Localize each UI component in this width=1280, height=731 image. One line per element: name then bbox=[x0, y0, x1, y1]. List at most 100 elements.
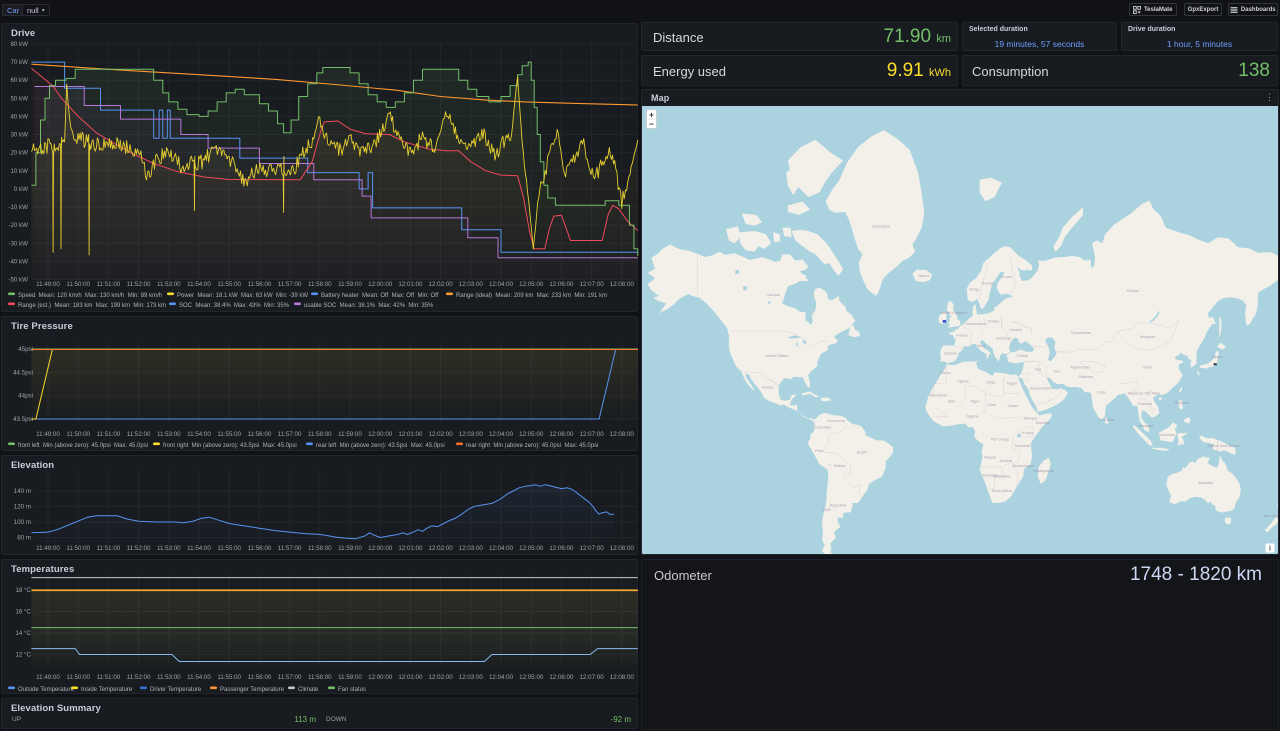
svg-text:Fan status: Fan status bbox=[338, 687, 366, 693]
svg-text:12:07:00: 12:07:00 bbox=[580, 281, 605, 288]
svg-text:80 m: 80 m bbox=[17, 535, 31, 542]
svg-text:Mauritanie: Mauritanie bbox=[929, 394, 947, 398]
svg-text:Kazakhstan: Kazakhstan bbox=[1071, 331, 1091, 335]
svg-text:80 kW: 80 kW bbox=[10, 41, 28, 48]
svg-text:front left Min (above zero):: front left Min (above zero): 45.0psi Max… bbox=[18, 443, 148, 449]
svg-text:12:04:00: 12:04:00 bbox=[489, 545, 514, 552]
svg-text:Thailand: Thailand bbox=[1138, 402, 1153, 406]
svg-text:12:08:00: 12:08:00 bbox=[610, 431, 635, 438]
svg-text:120 m: 120 m bbox=[14, 504, 31, 511]
svg-text:44.5psi: 44.5psi bbox=[13, 369, 33, 376]
svg-text:Turkiye: Turkiye bbox=[1016, 354, 1028, 358]
svg-text:Somalia: Somalia bbox=[1036, 421, 1051, 425]
svg-text:12:04:00: 12:04:00 bbox=[489, 431, 514, 438]
svg-text:12:05:00: 12:05:00 bbox=[519, 674, 544, 681]
svg-text:60 kW: 60 kW bbox=[10, 77, 28, 84]
svg-text:Canada: Canada bbox=[767, 293, 781, 297]
svg-text:11:58:00: 11:58:00 bbox=[308, 431, 332, 438]
svg-text:Algerie: Algerie bbox=[957, 379, 969, 383]
svg-text:11:52:00: 11:52:00 bbox=[127, 674, 151, 681]
svg-text:12:02:00: 12:02:00 bbox=[429, 545, 454, 552]
svg-text:11:52:00: 11:52:00 bbox=[127, 545, 151, 552]
svg-text:12:08:00: 12:08:00 bbox=[610, 281, 635, 288]
svg-text:20 kW: 20 kW bbox=[10, 150, 28, 157]
svg-text:Power Mean: 18.1 kW Max: 63: Power Mean: 18.1 kW Max: 63 kW Min: -39 … bbox=[177, 293, 308, 299]
svg-text:10 kW: 10 kW bbox=[10, 168, 28, 175]
svg-text:Mali: Mali bbox=[948, 399, 955, 403]
svg-text:11:53:00: 11:53:00 bbox=[157, 431, 181, 438]
svg-text:50 kW: 50 kW bbox=[10, 95, 28, 102]
svg-text:Madagascar: Madagascar bbox=[1033, 469, 1055, 473]
svg-text:44psi: 44psi bbox=[18, 393, 33, 400]
svg-text:12:01:00: 12:01:00 bbox=[398, 281, 423, 288]
svg-text:Nigeria: Nigeria bbox=[966, 415, 979, 419]
svg-text:11:51:00: 11:51:00 bbox=[97, 281, 121, 288]
svg-text:Pilipinas: Pilipinas bbox=[1175, 401, 1189, 405]
svg-text:11:54:00: 11:54:00 bbox=[187, 281, 211, 288]
svg-text:11:58:00: 11:58:00 bbox=[308, 545, 332, 552]
svg-text:12:02:00: 12:02:00 bbox=[429, 431, 454, 438]
svg-text:United States: United States bbox=[765, 354, 788, 358]
svg-text:12:06:00: 12:06:00 bbox=[549, 281, 574, 288]
svg-text:China: China bbox=[1143, 365, 1154, 369]
svg-text:11:51:00: 11:51:00 bbox=[97, 674, 121, 681]
svg-text:Afghanistan: Afghanistan bbox=[1070, 365, 1090, 369]
svg-text:12:00:00: 12:00:00 bbox=[368, 545, 393, 552]
svg-text:Inside Temperature: Inside Temperature bbox=[81, 687, 133, 693]
svg-text:Deutschland: Deutschland bbox=[965, 322, 986, 326]
svg-text:12:03:00: 12:03:00 bbox=[459, 431, 484, 438]
svg-text:11:53:00: 11:53:00 bbox=[157, 281, 181, 288]
svg-text:11:59:00: 11:59:00 bbox=[338, 674, 362, 681]
svg-text:Russia: Russia bbox=[1127, 289, 1139, 293]
svg-text:Mexico: Mexico bbox=[762, 386, 774, 390]
svg-text:12:05:00: 12:05:00 bbox=[519, 545, 544, 552]
svg-text:70 kW: 70 kW bbox=[10, 59, 28, 66]
svg-text:rear left Min (above zero): 4: rear left Min (above zero): 43.5psi Max:… bbox=[316, 443, 445, 449]
svg-text:11:49:00: 11:49:00 bbox=[36, 545, 60, 552]
svg-text:11:56:00: 11:56:00 bbox=[248, 545, 272, 552]
svg-text:Speed Mean: 120 km/h Max: 13: Speed Mean: 120 km/h Max: 130 km/h Min: … bbox=[18, 293, 162, 299]
svg-text:11:57:00: 11:57:00 bbox=[278, 281, 302, 288]
svg-text:Iraq: Iraq bbox=[1035, 368, 1042, 372]
svg-text:45psi: 45psi bbox=[18, 346, 33, 353]
svg-text:New Zealand: New Zealand bbox=[1264, 514, 1279, 518]
svg-text:Battery heater Mean: Off Max: Battery heater Mean: Off Max: Off Min: O… bbox=[321, 293, 439, 299]
svg-text:12:00:00: 12:00:00 bbox=[368, 674, 393, 681]
svg-text:11:51:00: 11:51:00 bbox=[97, 431, 121, 438]
svg-text:11:54:00: 11:54:00 bbox=[187, 674, 211, 681]
svg-text:Tanzania: Tanzania bbox=[1015, 444, 1031, 448]
svg-text:12:03:00: 12:03:00 bbox=[459, 545, 484, 552]
svg-text:rear right Min (above zero):: rear right Min (above zero): 45.0psi Max… bbox=[466, 443, 598, 449]
svg-text:Espana: Espana bbox=[944, 352, 958, 356]
svg-text:11:55:00: 11:55:00 bbox=[217, 545, 241, 552]
svg-text:12:04:00: 12:04:00 bbox=[489, 281, 514, 288]
svg-text:Brasil: Brasil bbox=[857, 451, 867, 455]
svg-text:-30 kW: -30 kW bbox=[8, 240, 28, 247]
svg-text:12:01:00: 12:01:00 bbox=[398, 545, 423, 552]
svg-text:Chile: Chile bbox=[822, 508, 831, 512]
svg-text:Groenland: Groenland bbox=[872, 225, 890, 229]
svg-text:front right Min (above zero):: front right Min (above zero): 43.5psi Ma… bbox=[163, 443, 297, 449]
svg-text:11:49:00: 11:49:00 bbox=[36, 281, 60, 288]
svg-text:Australia: Australia bbox=[1198, 481, 1214, 485]
svg-text:Pakistan: Pakistan bbox=[1079, 375, 1094, 379]
svg-text:United Kingdom: United Kingdom bbox=[940, 311, 967, 315]
svg-text:Indonesia: Indonesia bbox=[1159, 433, 1176, 437]
svg-text:Chad: Chad bbox=[987, 403, 996, 407]
svg-text:12:03:00: 12:03:00 bbox=[459, 674, 484, 681]
svg-text:SOC Mean: 38.4% Max: 43% Mi: SOC Mean: 38.4% Max: 43% Min: 35% bbox=[179, 303, 290, 309]
svg-text:11:50:00: 11:50:00 bbox=[66, 545, 90, 552]
svg-text:11:52:00: 11:52:00 bbox=[127, 431, 151, 438]
svg-text:Niger: Niger bbox=[971, 399, 981, 403]
svg-text:11:52:00: 11:52:00 bbox=[127, 281, 151, 288]
svg-text:12:06:00: 12:06:00 bbox=[549, 674, 574, 681]
svg-text:Ethiopia: Ethiopia bbox=[1024, 416, 1039, 420]
svg-text:11:51:00: 11:51:00 bbox=[97, 545, 121, 552]
svg-text:Botswana: Botswana bbox=[994, 475, 1012, 479]
svg-text:12:06:00: 12:06:00 bbox=[549, 431, 574, 438]
svg-text:Climate: Climate bbox=[298, 687, 319, 693]
svg-text:12:00:00: 12:00:00 bbox=[368, 431, 393, 438]
svg-text:18 °C: 18 °C bbox=[15, 587, 31, 594]
svg-text:12:07:00: 12:07:00 bbox=[580, 545, 605, 552]
svg-text:11:59:00: 11:59:00 bbox=[338, 281, 362, 288]
